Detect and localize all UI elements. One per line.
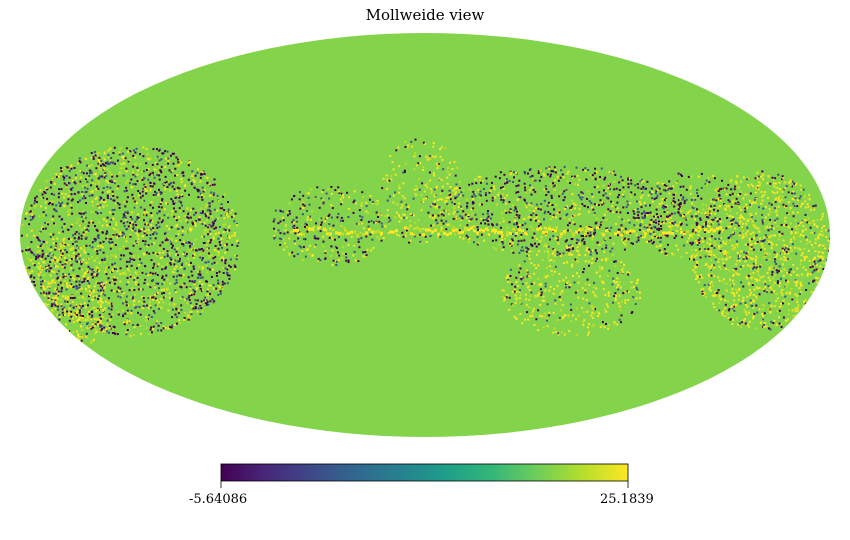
map-title: Mollweide view	[365, 6, 485, 24]
colorbar	[220, 463, 629, 488]
colorbar-min-label: -5.64086	[189, 492, 248, 507]
sky-map	[20, 33, 830, 437]
colorbar-gradient	[220, 463, 629, 482]
colorbar-max-label: 25.1839	[600, 492, 654, 507]
